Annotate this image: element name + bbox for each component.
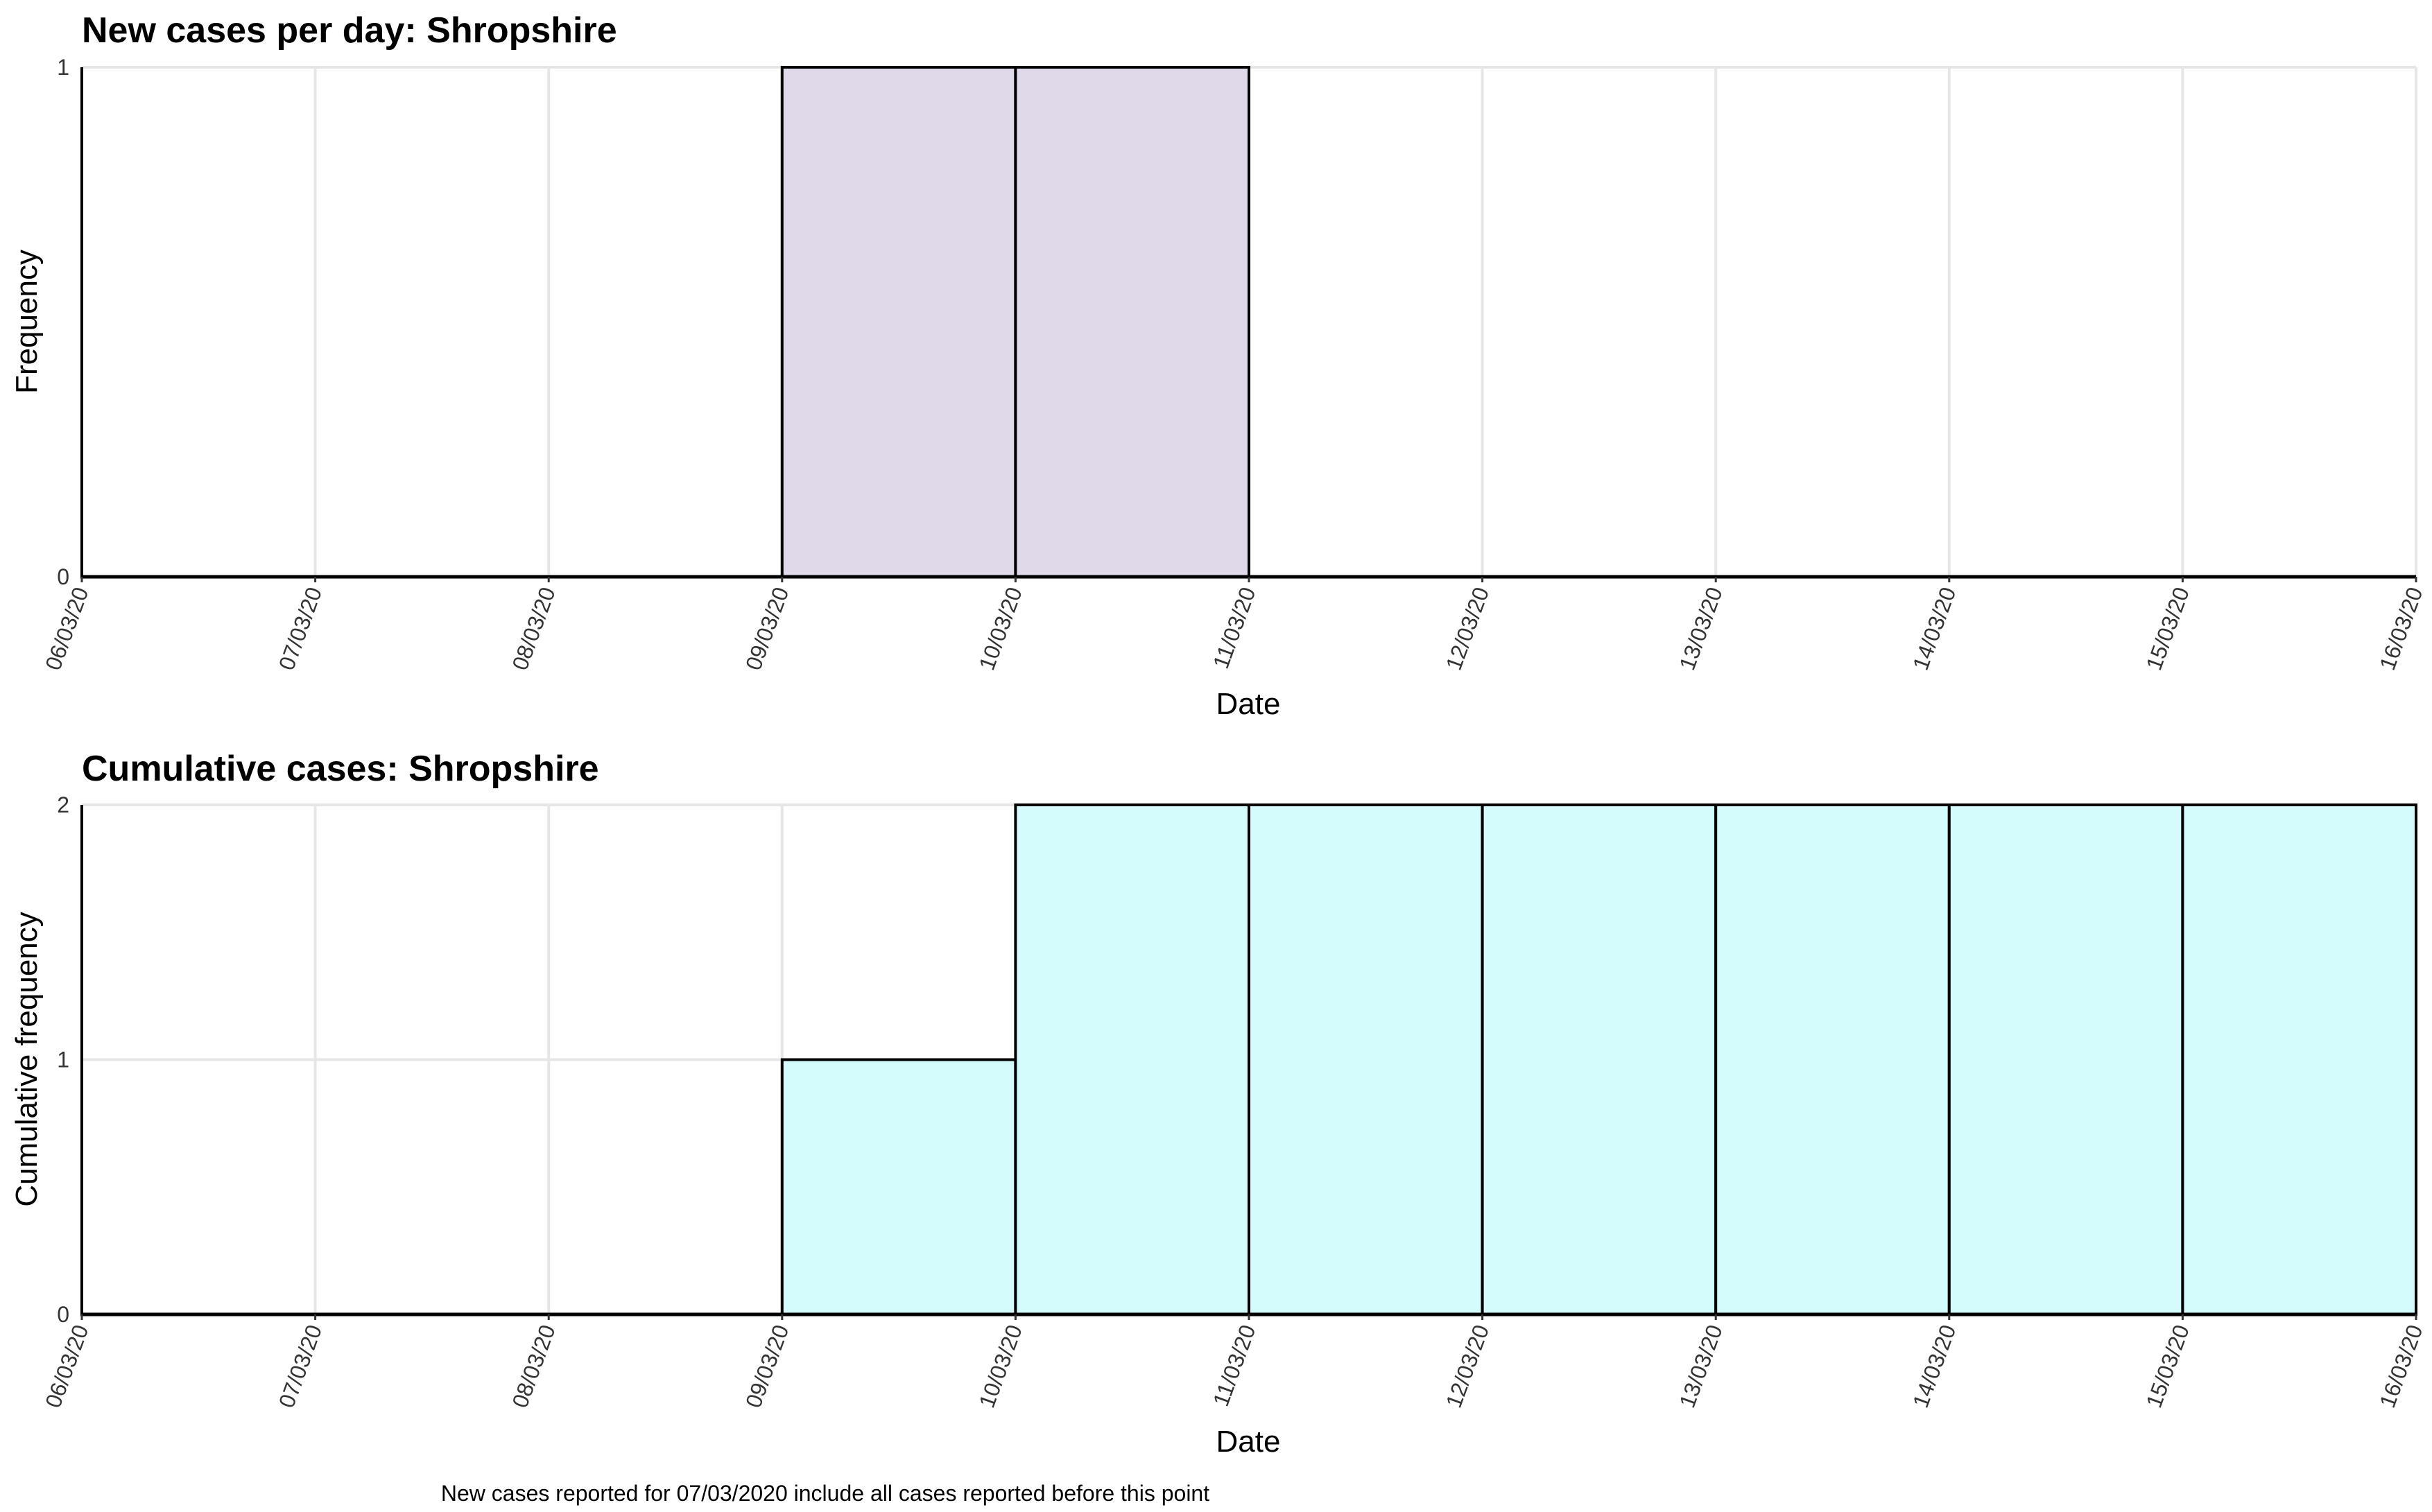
x-tick-label: 07/03/20: [274, 1321, 327, 1411]
bar: [1248, 803, 1484, 1316]
y-tick-label: 0: [57, 1302, 69, 1327]
chart-title: New cases per day: Shropshire: [82, 10, 617, 51]
x-tick-label: 13/03/20: [1674, 1321, 1727, 1411]
bars: [780, 803, 2417, 1316]
x-tick-label: 09/03/20: [741, 1321, 793, 1411]
chart-title: Cumulative cases: Shropshire: [82, 749, 599, 789]
bar: [780, 1058, 1017, 1316]
x-tick-label: 07/03/20: [274, 584, 327, 673]
cumulative-cases-chart: Cumulative cases: Shropshire 0 1 2 06/03/2…: [10, 749, 2428, 1459]
x-tick-label: 14/03/20: [1908, 584, 1960, 673]
bars: [780, 66, 1251, 578]
x-tick-label: 10/03/20: [974, 1321, 1027, 1411]
bar: [1481, 803, 1718, 1316]
x-axis-title: Date: [1216, 687, 1281, 721]
x-tick-label: 08/03/20: [507, 1321, 560, 1411]
x-tick-label: 08/03/20: [507, 584, 560, 673]
bar: [1014, 66, 1251, 578]
x-tick-label: 06/03/20: [40, 1321, 93, 1411]
x-tick-label: 12/03/20: [1441, 584, 1494, 673]
x-tick-label: 09/03/20: [741, 584, 793, 673]
bar: [2181, 803, 2417, 1316]
y-axis-title: Frequency: [10, 250, 44, 394]
x-tick-label: 13/03/20: [1674, 584, 1727, 673]
bar: [1014, 803, 1251, 1316]
y-tick-label: 2: [57, 792, 69, 817]
bar: [780, 66, 1017, 578]
new-cases-chart: New cases per day: Shropshire 01 06/03/2…: [10, 10, 2428, 721]
y-tick-label: 0: [57, 564, 69, 589]
bar: [1714, 803, 1951, 1316]
bar: [1947, 803, 2184, 1316]
x-tick-labels: 06/03/20 07/03/20 08/03/20 09/03/20 10/03/20…: [40, 577, 2428, 673]
x-tick-label: 11/03/20: [1208, 584, 1261, 672]
x-tick-label: 14/03/20: [1908, 1321, 1960, 1411]
x-tick-label: 06/03/20: [40, 584, 93, 673]
x-tick-label: 11/03/20: [1208, 1321, 1261, 1409]
y-tick-label: 1: [57, 1048, 69, 1072]
x-tick-label: 10/03/20: [974, 584, 1027, 673]
y-tick-labels: 0 1 2: [57, 792, 69, 1327]
x-axis-title: Date: [1216, 1425, 1281, 1459]
x-tick-label: 15/03/20: [2141, 1321, 2194, 1411]
y-tick-label: 1: [57, 55, 69, 80]
x-tick-labels: 06/03/20 07/03/20 08/03/20 09/03/20 10/03/20…: [40, 1314, 2428, 1411]
caption: New cases reported for 07/03/2020 includ…: [441, 1481, 1209, 1506]
x-tick-label: 15/03/20: [2141, 584, 2194, 673]
x-tick-label: 16/03/20: [2374, 1321, 2427, 1411]
y-tick-labels: 01: [57, 55, 69, 589]
y-axis-title: Cumulative frequency: [10, 912, 44, 1207]
x-tick-label: 16/03/20: [2374, 584, 2427, 673]
x-tick-label: 12/03/20: [1441, 1321, 1494, 1411]
